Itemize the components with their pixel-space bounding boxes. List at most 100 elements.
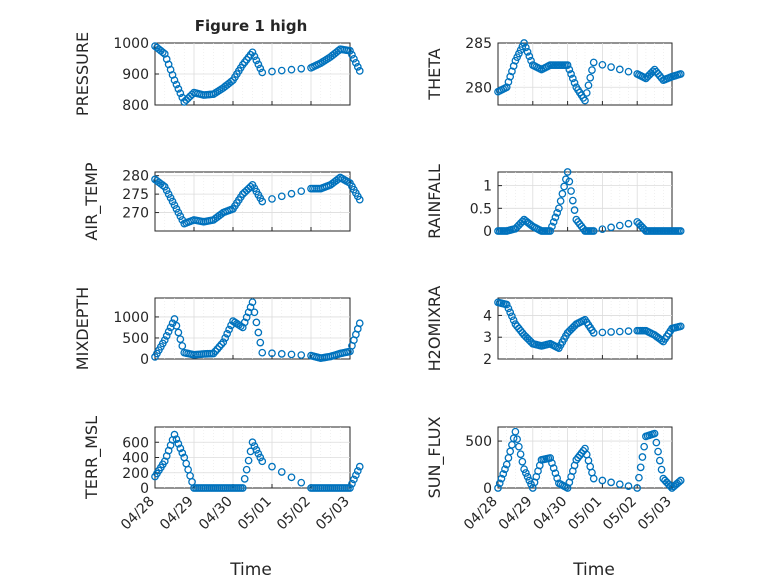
data-point (555, 204, 563, 213)
data-point (511, 427, 520, 436)
data-point (549, 464, 558, 472)
y-tick-label: 1 (483, 179, 492, 195)
data-point (160, 336, 169, 344)
data-point (568, 196, 577, 205)
y-tick-label: 0 (483, 481, 492, 497)
data-point (268, 349, 276, 358)
data-point (633, 484, 642, 492)
y-tick-label: 1000 (113, 36, 149, 52)
y-tick-label: 500 (122, 331, 149, 347)
data-point (225, 325, 233, 334)
data-point (252, 446, 261, 454)
data-point (240, 318, 249, 327)
data-point (211, 347, 220, 356)
data-point (258, 197, 267, 206)
data-point (570, 79, 579, 87)
data-point (223, 329, 231, 338)
data-point (287, 350, 296, 359)
data-point (565, 65, 574, 74)
y-tick-label: 200 (122, 466, 149, 482)
data-point (287, 473, 296, 482)
subplot-rainfall: 0 0.5 1 RAINFALL (425, 164, 685, 240)
data-point (518, 217, 527, 226)
data-point (675, 478, 683, 486)
data-point (504, 304, 513, 313)
x-axis-label-left: Time (229, 560, 272, 580)
data-point (676, 476, 685, 485)
data-point (640, 442, 649, 451)
data-point (348, 479, 356, 488)
data-point (219, 338, 228, 347)
data-point (164, 327, 173, 336)
data-point (624, 67, 633, 76)
y-tick-label: 280 (122, 169, 149, 185)
y-axis-label: SUN_FLUX (425, 417, 445, 499)
data-point (546, 227, 555, 235)
data-point (215, 342, 224, 351)
data-point (168, 197, 177, 206)
data-point (277, 350, 286, 358)
data-point (558, 189, 567, 198)
data-point (287, 65, 296, 74)
data-point (509, 316, 518, 325)
data-point (551, 469, 560, 478)
data-point (174, 439, 183, 448)
data-point (598, 328, 607, 337)
data-point (548, 459, 556, 467)
y-tick-label: 3 (483, 330, 492, 346)
data-point (615, 221, 624, 230)
data-point (287, 189, 296, 198)
data-point (172, 205, 181, 213)
data-point (516, 450, 525, 459)
y-tick-label: 600 (122, 435, 149, 451)
data-point (495, 479, 504, 488)
data-point (244, 456, 253, 465)
data-point (607, 63, 615, 71)
data-point (252, 318, 261, 327)
data-point (570, 206, 579, 214)
y-tick-label: 285 (465, 36, 492, 52)
data-point (654, 447, 662, 456)
data-point (252, 56, 261, 65)
data-point (353, 467, 362, 475)
y-axis-label: THETA (425, 48, 444, 100)
data-point (254, 449, 263, 458)
data-point (652, 438, 661, 447)
data-point (521, 43, 530, 52)
data-point (297, 64, 306, 73)
data-point (221, 334, 230, 342)
data-point (209, 349, 218, 358)
data-point (268, 67, 276, 76)
data-point (277, 192, 286, 201)
y-axis-label: TERR_MSL (82, 416, 102, 500)
data-point (607, 478, 615, 487)
data-point (581, 96, 589, 105)
data-point (568, 74, 577, 83)
data-point (588, 66, 596, 74)
data-point (567, 187, 575, 195)
y-axis-label: AIR_TEMP (82, 162, 102, 240)
data-point (258, 457, 267, 466)
data-point (178, 449, 187, 457)
data-point (238, 484, 247, 492)
y-tick-label: 500 (465, 434, 492, 450)
data-point (353, 63, 362, 71)
data-point (565, 177, 574, 186)
subplot-theta: 280 285 THETA (425, 36, 685, 106)
data-point (172, 80, 181, 89)
data-point (277, 468, 286, 476)
data-point (162, 332, 171, 340)
data-point (170, 315, 179, 323)
y-tick-label: 0 (140, 481, 149, 497)
data-point (520, 39, 528, 47)
data-point (589, 58, 598, 67)
subplot-pressure: 800 900 1000 PRESSURE (73, 32, 364, 116)
y-tick-label: 900 (122, 67, 149, 83)
data-point (256, 453, 265, 462)
data-point (217, 210, 226, 218)
y-tick-label: 2 (483, 352, 492, 368)
data-point (348, 50, 356, 59)
data-point (258, 348, 267, 357)
